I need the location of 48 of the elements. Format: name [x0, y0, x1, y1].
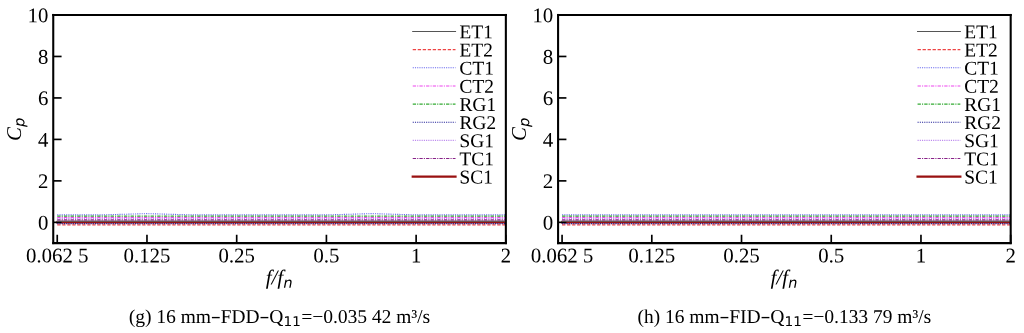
x-axis-title: f/f$_{n}$ — [770, 269, 797, 289]
y-tick-label: 10 — [534, 8, 553, 23]
x-tick-label: 2 — [1006, 248, 1015, 263]
legend-label: ET2 — [964, 43, 997, 57]
x-tick-label: 0.5 — [314, 248, 339, 263]
x-tick-label: 2 — [501, 248, 510, 263]
y-tick-label: 6 — [543, 91, 553, 106]
y-axis-title: C$_{p}$ — [7, 118, 28, 140]
x-tick-label: 0.062 5 — [531, 248, 593, 263]
legend-label: RG1 — [964, 98, 1000, 112]
legend-label: RG1 — [459, 98, 495, 112]
legend-label: ET1 — [459, 25, 492, 39]
y-tick-label: 0 — [38, 215, 48, 230]
legend-label: CT1 — [460, 61, 493, 75]
legend-label: TC1 — [964, 152, 998, 166]
y-tick-label: 10 — [29, 8, 48, 23]
legend-label: CT1 — [965, 61, 998, 75]
y-tick-label: 0 — [543, 215, 553, 230]
y-tick-label: 2 — [38, 174, 48, 189]
y-tick-label: 4 — [38, 132, 49, 147]
legend-label: RG2 — [964, 116, 1000, 130]
y-tick-label: 4 — [543, 132, 553, 147]
y-tick-label: 8 — [38, 49, 48, 64]
x-tick-label: 0.25 — [724, 248, 759, 263]
x-tick-label: 1 — [917, 248, 925, 263]
legend-label: CT2 — [965, 79, 998, 93]
y-tick-label: 6 — [38, 91, 48, 106]
y-tick-label: 2 — [543, 174, 553, 189]
x-tick-label: 0.125 — [124, 248, 170, 263]
legend-label: SG1 — [965, 134, 998, 148]
legend-label: SC1 — [965, 170, 997, 184]
x-tick-label: 0.25 — [219, 248, 255, 263]
text: (h) 16 mm–FID–Q$_{11}$=−0.133 79 m³/s — [638, 309, 931, 328]
y-tick-label: 8 — [543, 49, 553, 64]
x-tick-label: 0.125 — [629, 248, 675, 263]
legend-label: RG2 — [459, 116, 496, 130]
legend-label: ET1 — [964, 25, 997, 39]
legend-label: TC1 — [459, 152, 493, 166]
x-axis-title: f/f$_{n}$ — [266, 269, 292, 289]
x-tick-label: 1 — [412, 248, 421, 263]
legend-label: SG1 — [460, 134, 493, 148]
legend-label: ET2 — [459, 43, 492, 57]
text: (g) 16 mm–FDD–Q$_{11}$=−0.035 42 m³/s — [129, 309, 430, 328]
legend-label: CT2 — [460, 79, 493, 93]
y-axis-title: C$_{p}$ — [511, 118, 533, 140]
legend-label: SC1 — [460, 170, 492, 184]
x-tick-label: 0.062 5 — [26, 248, 88, 263]
x-tick-label: 0.5 — [819, 248, 844, 263]
